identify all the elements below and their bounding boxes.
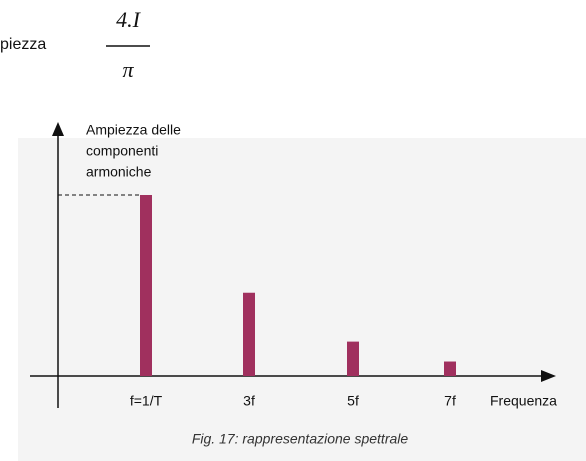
x-tick-label: 3f — [243, 393, 255, 409]
formula-numerator: 4.I — [116, 7, 142, 32]
formula-denominator: π — [122, 57, 134, 82]
bar — [140, 195, 152, 376]
y-axis-label: Ampiezza delle — [86, 122, 181, 138]
y-axis-label: componenti — [86, 143, 158, 159]
caption: Fig. 17: rappresentazione spettrale — [192, 431, 409, 447]
figure-background — [18, 138, 586, 461]
x-tick-label: 5f — [347, 393, 359, 409]
y-axis-label: armoniche — [86, 164, 152, 180]
bar — [347, 341, 359, 376]
x-axis-label: Frequenza — [490, 393, 557, 409]
bar — [243, 292, 255, 376]
x-tick-label: 7f — [444, 393, 456, 409]
x-tick-label: f=1/T — [130, 393, 163, 409]
header-label: piezza — [0, 36, 46, 53]
y-axis-arrow — [52, 122, 64, 136]
bar — [444, 361, 456, 376]
x-axis-arrow — [541, 370, 556, 382]
